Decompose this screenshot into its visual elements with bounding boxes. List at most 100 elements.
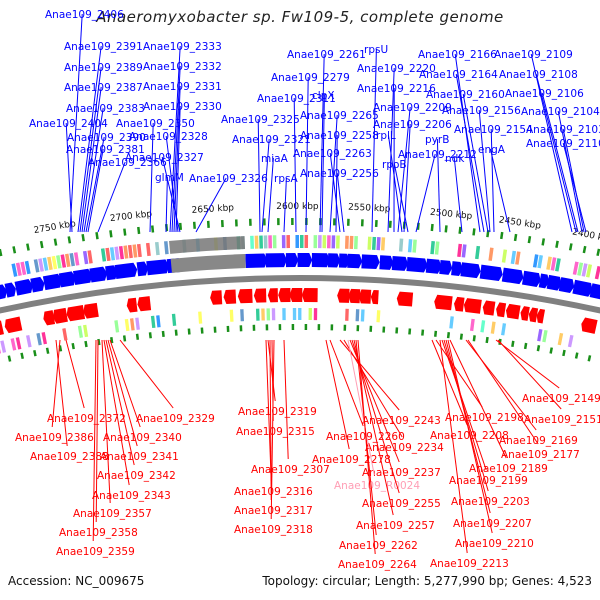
- cog-box: [135, 317, 140, 330]
- tick-mark: [568, 243, 573, 251]
- cog-box: [129, 318, 135, 331]
- cog-box: [430, 240, 435, 255]
- reverse-gene-label: Anae109_2151: [524, 414, 600, 426]
- reverse-gene-arrow: [505, 303, 521, 320]
- forward-gene-label: glmM: [155, 172, 184, 184]
- reverse-gene-label: Anae109_2203: [451, 496, 530, 508]
- forward-label-leader: [329, 114, 338, 233]
- forward-gene-label: Anae109_2326: [189, 173, 268, 185]
- tick-mark: [446, 332, 451, 339]
- reverse-gene-arrow: [482, 300, 496, 316]
- reverse-gene-arrow: [66, 305, 86, 322]
- reverse-label-leader: [439, 339, 468, 554]
- tick-mark: [472, 335, 476, 342]
- cog-box: [572, 261, 579, 275]
- forward-label-leader: [283, 177, 287, 233]
- tick-mark: [596, 248, 600, 257]
- tick-mark: [123, 228, 127, 236]
- tick-mark: [582, 245, 587, 254]
- cog-box: [77, 325, 84, 338]
- reverse-label-leader: [443, 339, 489, 492]
- cog-box: [298, 308, 302, 321]
- reverse-label-leader: [357, 339, 376, 555]
- cog-box: [510, 250, 517, 265]
- reverse-label-leader: [103, 339, 130, 486]
- forward-gene-label: Anae109_2108: [499, 69, 578, 81]
- reverse-label-leader: [109, 339, 141, 428]
- reverse-gene-label: Anae109_2329: [136, 413, 215, 425]
- cog-box: [255, 308, 260, 321]
- cog-box: [25, 334, 32, 348]
- cog-box: [488, 247, 494, 261]
- reverse-gene-arrow: [528, 307, 539, 323]
- forward-gene-arrow: [58, 271, 76, 288]
- cog-box: [171, 313, 177, 326]
- tick-mark: [109, 230, 113, 238]
- forward-gene-label: Anae109_2381: [66, 144, 145, 156]
- tick-mark: [45, 347, 50, 354]
- cog-box: [118, 245, 124, 260]
- forward-gene-label: Anae109_2164: [419, 69, 498, 81]
- forward-label-leader: [257, 118, 261, 233]
- forward-label-leader: [195, 177, 227, 233]
- cog-box: [490, 321, 496, 334]
- cog-box: [434, 241, 440, 255]
- accession-text: Accession: NC_009675: [8, 574, 145, 588]
- reverse-label-leader: [339, 339, 400, 411]
- forward-label-leader: [87, 148, 104, 233]
- cog-box: [449, 316, 454, 329]
- tick-mark: [472, 228, 476, 236]
- tick-mark: [421, 329, 425, 336]
- reverse-gene-label: Anae109_2207: [453, 518, 532, 530]
- tick-mark: [513, 233, 518, 242]
- cog-box: [326, 235, 331, 249]
- forward-gene-label: miaA: [261, 153, 289, 165]
- cog-box: [594, 265, 600, 280]
- tick-mark: [67, 236, 72, 244]
- forward-label-leader: [83, 107, 104, 233]
- forward-label-leader: [319, 53, 325, 233]
- forward-gene-arrow: [391, 256, 409, 271]
- reverse-label-leader: [119, 339, 174, 409]
- forward-label-leader: [169, 45, 181, 233]
- tick-mark: [430, 223, 434, 232]
- forward-gene-label: Anae109_2220: [357, 63, 436, 75]
- forward-gene-label: rplL: [376, 130, 396, 142]
- forward-gene-label: Anae109_2321: [232, 134, 311, 146]
- cog-box: [537, 254, 543, 269]
- reverse-gene-labels: Anae109_2372 Anae109_2329 Anae109_2386 Anae…: [15, 339, 600, 571]
- forward-label-leader: [371, 48, 377, 233]
- tick-mark: [459, 333, 463, 340]
- forward-gene-arrow: [327, 253, 341, 268]
- forward-gene-arrow: [439, 259, 453, 275]
- cog-box: [132, 244, 138, 258]
- forward-label-leader: [335, 134, 338, 233]
- reverse-label-leader: [497, 339, 562, 410]
- forward-label-leader: [393, 163, 409, 233]
- reverse-gene-label: Anae109_2149: [522, 393, 600, 405]
- reverse-gene-arrow: [434, 294, 453, 311]
- forward-label-leader: [387, 134, 403, 233]
- forward-label-leader: [77, 45, 102, 233]
- forward-gene-label: Anae109_2166: [418, 49, 497, 61]
- forward-gene-arrow: [479, 264, 503, 282]
- forward-gene-arrow: [451, 261, 463, 276]
- scale-tick-label: 2550 kbp: [348, 203, 391, 215]
- cog-box: [250, 235, 255, 249]
- cog-box: [11, 263, 18, 277]
- reverse-gene-label: Anae109_2318: [234, 524, 313, 536]
- forward-label-leader: [293, 97, 297, 233]
- reverse-gene-arrow: [278, 288, 291, 303]
- reverse-label-leader: [55, 339, 68, 447]
- tick-mark: [523, 342, 528, 350]
- forward-gene-labels: Anae109_2406Anae109_2333Anae109_2391Anae…: [29, 9, 600, 233]
- cog-box: [355, 309, 360, 322]
- forward-gene-arrow: [572, 279, 593, 297]
- reverse-gene-arrow: [370, 289, 379, 305]
- forward-gene-label: Anae109_2154: [454, 124, 533, 136]
- reverse-gene-label: Anae109_2357: [73, 508, 152, 520]
- cog-box: [344, 235, 349, 249]
- reverse-gene-label: Anae109_2341: [100, 451, 179, 463]
- forward-label-leader: [65, 122, 73, 233]
- forward-gene-arrow: [558, 277, 575, 294]
